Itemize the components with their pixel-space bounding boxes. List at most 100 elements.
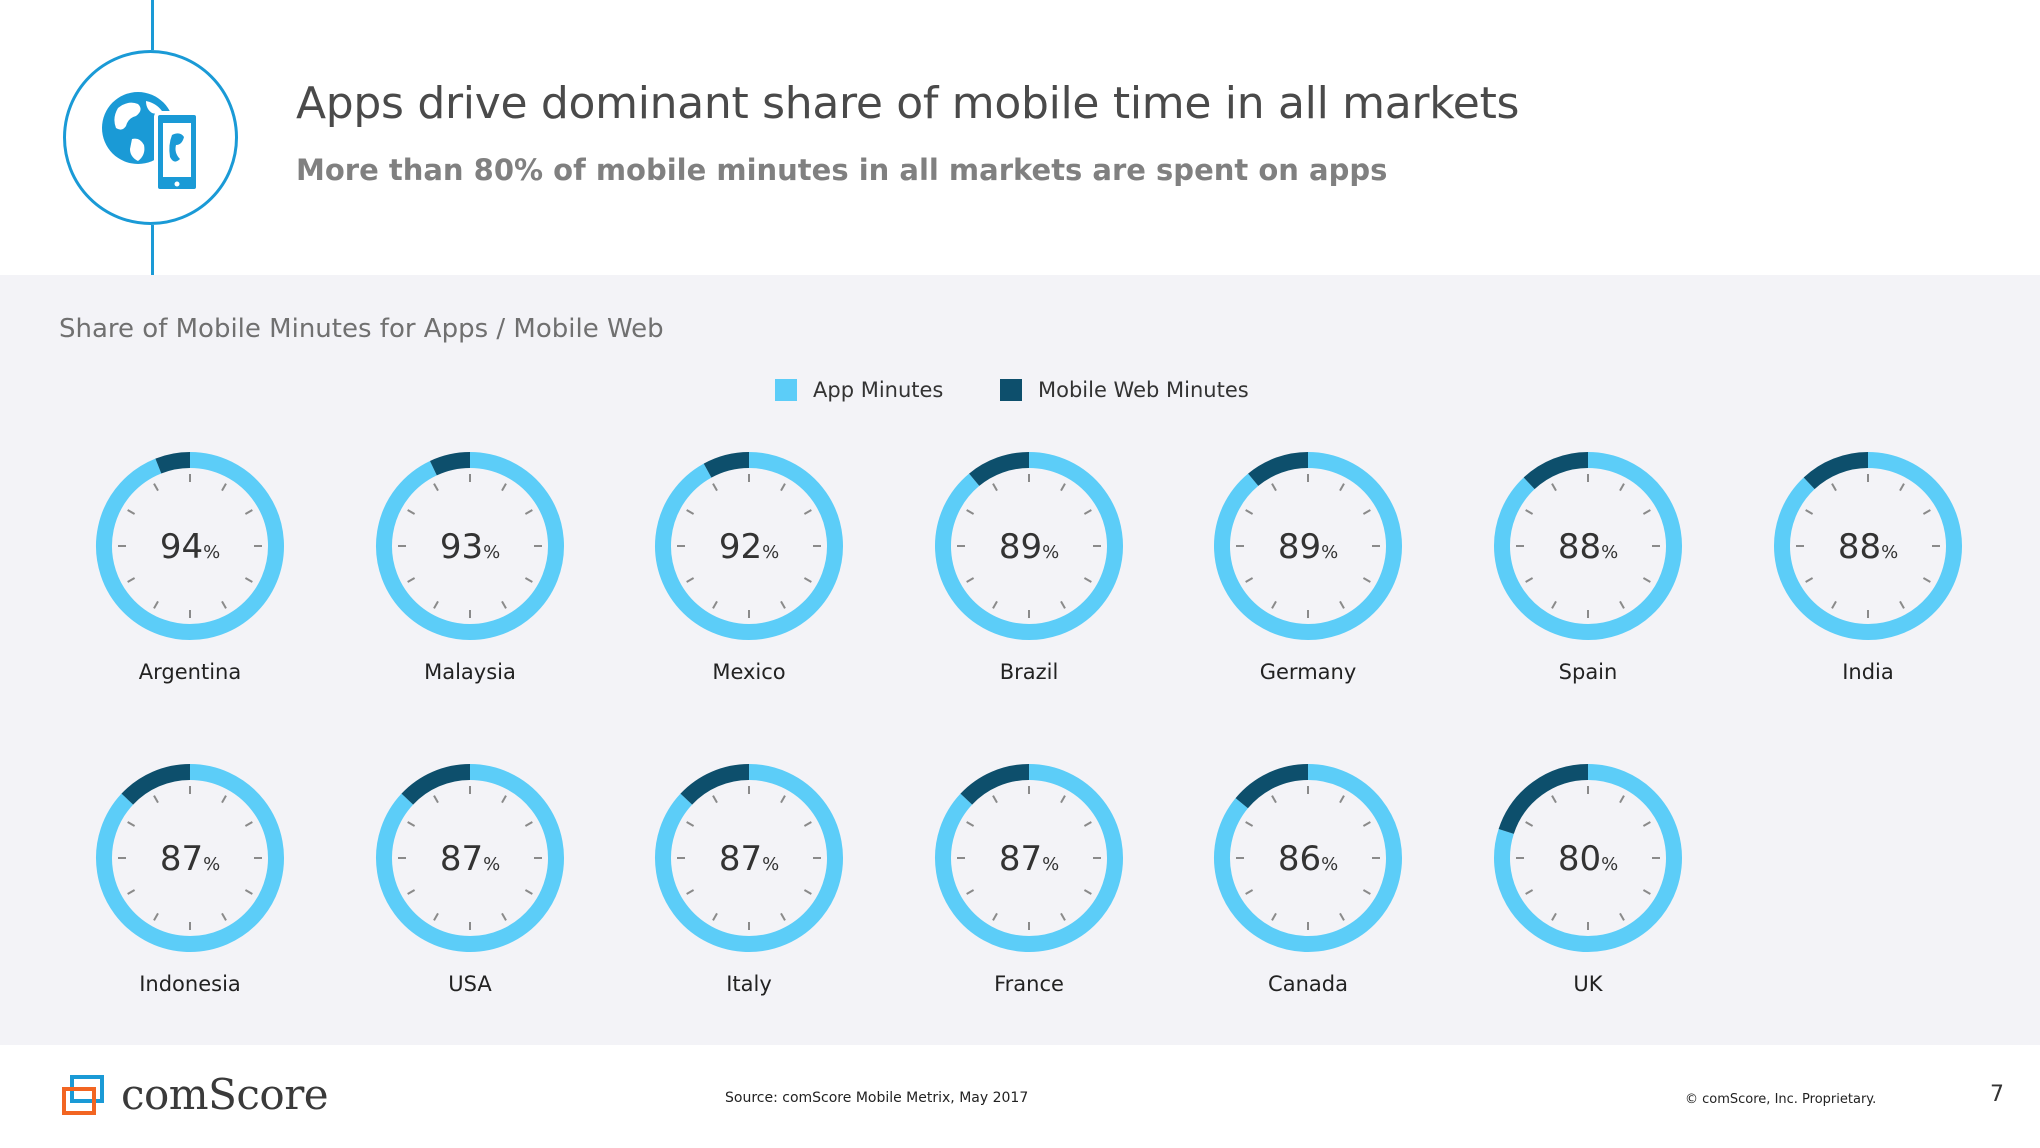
donut-tick-france-1 — [1060, 795, 1066, 804]
donut-tick-spain-7 — [1551, 600, 1557, 609]
donut-web-arc-india — [1803, 452, 1869, 490]
donut-web-arc-spain — [1523, 452, 1589, 490]
donut-app-arc-canada — [1214, 764, 1402, 952]
donut-app-arc-brazil — [935, 452, 1123, 640]
donut-web-arc-italy — [680, 764, 750, 805]
donut-web-arc-mexico — [703, 452, 750, 478]
donut-tick-malaysia-4 — [524, 577, 533, 583]
donut-tick-mexico-8 — [686, 577, 695, 583]
donut-tick-usa-5 — [501, 912, 507, 921]
page-subtitle: More than 80% of mobile minutes in all m… — [296, 153, 1388, 187]
donut-tick-uk-4 — [1642, 889, 1651, 895]
donut-label-mexico: Mexico — [712, 660, 785, 684]
donut-tick-brazil-4 — [1083, 577, 1092, 583]
donut-tick-indonesia-2 — [244, 821, 253, 827]
donut-tick-germany-2 — [1362, 509, 1371, 515]
donut-value-india: 88% — [1838, 527, 1898, 567]
donut-tick-italy-2 — [803, 821, 812, 827]
legend-swatch-web — [1000, 379, 1022, 401]
header-accent-line-top — [151, 0, 154, 50]
donut-value-spain: 88% — [1558, 527, 1618, 567]
donut-tick-mexico-5 — [780, 600, 786, 609]
donut-tick-germany-4 — [1362, 577, 1371, 583]
donut-tick-germany-10 — [1245, 509, 1254, 515]
donut-tick-spain-2 — [1642, 509, 1651, 515]
donut-tick-canada-4 — [1362, 889, 1371, 895]
donut-tick-argentina-2 — [244, 509, 253, 515]
donut-web-arc-uk — [1498, 764, 1589, 835]
donut-tick-mexico-11 — [712, 483, 718, 492]
donut-tick-canada-8 — [1245, 889, 1254, 895]
donut-value-uk: 80% — [1558, 839, 1618, 879]
donut-tick-argentina-5 — [221, 600, 227, 609]
donut-tick-spain-5 — [1619, 600, 1625, 609]
donut-tick-usa-8 — [407, 889, 416, 895]
donut-value-canada: 86% — [1278, 839, 1338, 879]
donut-tick-france-11 — [992, 795, 998, 804]
donut-tick-germany-7 — [1271, 600, 1277, 609]
donut-tick-mexico-10 — [686, 509, 695, 515]
donut-tick-germany-8 — [1245, 577, 1254, 583]
donut-label-uk: UK — [1573, 972, 1603, 996]
donut-tick-malaysia-10 — [407, 509, 416, 515]
donut-label-germany: Germany — [1260, 660, 1357, 684]
donut-tick-malaysia-8 — [407, 577, 416, 583]
donut-label-indonesia: Indonesia — [139, 972, 241, 996]
donut-label-malaysia: Malaysia — [424, 660, 516, 684]
donut-tick-mexico-4 — [803, 577, 812, 583]
donut-tick-indonesia-7 — [153, 912, 159, 921]
donut-tick-spain-8 — [1525, 577, 1534, 583]
donut-tick-india-5 — [1899, 600, 1905, 609]
donut-tick-uk-2 — [1642, 821, 1651, 827]
donut-tick-argentina-1 — [221, 483, 227, 492]
copyright-note: © comScore, Inc. Proprietary. — [1685, 1092, 1877, 1107]
donut-tick-uk-10 — [1525, 821, 1534, 827]
source-note: Source: comScore Mobile Metrix, May 2017 — [725, 1090, 1029, 1106]
donut-tick-indonesia-8 — [127, 889, 136, 895]
donut-tick-canada-11 — [1271, 795, 1277, 804]
donut-tick-argentina-4 — [244, 577, 253, 583]
donut-tick-mexico-1 — [780, 483, 786, 492]
donut-app-arc-indonesia — [96, 764, 284, 952]
donut-tick-uk-11 — [1551, 795, 1557, 804]
page-title: Apps drive dominant share of mobile time… — [296, 78, 1520, 129]
donut-tick-italy-8 — [686, 889, 695, 895]
donut-tick-brazil-5 — [1060, 600, 1066, 609]
donut-tick-brazil-2 — [1083, 509, 1092, 515]
donut-value-germany: 89% — [1278, 527, 1338, 567]
donut-tick-canada-1 — [1339, 795, 1345, 804]
donut-tick-argentina-8 — [127, 577, 136, 583]
donut-web-arc-usa — [401, 764, 471, 805]
donut-tick-argentina-7 — [153, 600, 159, 609]
donut-tick-brazil-10 — [966, 509, 975, 515]
donut-label-india: India — [1842, 660, 1894, 684]
donut-tick-canada-2 — [1362, 821, 1371, 827]
chart-title: Share of Mobile Minutes for Apps / Mobil… — [59, 314, 664, 344]
donut-tick-brazil-7 — [992, 600, 998, 609]
donut-value-usa: 87% — [440, 839, 500, 879]
donut-tick-mexico-7 — [712, 600, 718, 609]
donut-tick-italy-4 — [803, 889, 812, 895]
donut-tick-italy-1 — [780, 795, 786, 804]
donut-tick-malaysia-2 — [524, 509, 533, 515]
donut-label-canada: Canada — [1268, 972, 1348, 996]
legend-label-app: App Minutes — [813, 378, 944, 402]
donut-tick-italy-7 — [712, 912, 718, 921]
comscore-logo-icon — [62, 1075, 104, 1115]
donut-tick-malaysia-7 — [433, 600, 439, 609]
header-accent-line-bottom — [151, 225, 154, 275]
donut-tick-uk-8 — [1525, 889, 1534, 895]
donut-value-mexico: 92% — [719, 527, 779, 567]
donut-tick-france-2 — [1083, 821, 1092, 827]
donut-tick-mexico-2 — [803, 509, 812, 515]
donut-app-arc-spain — [1494, 452, 1682, 640]
page-number: 7 — [1990, 1082, 2004, 1107]
donut-tick-italy-10 — [686, 821, 695, 827]
donut-tick-germany-5 — [1339, 600, 1345, 609]
donut-tick-malaysia-11 — [433, 483, 439, 492]
donut-label-usa: USA — [448, 972, 492, 996]
donut-tick-spain-11 — [1551, 483, 1557, 492]
donut-tick-brazil-11 — [992, 483, 998, 492]
donut-tick-india-10 — [1805, 509, 1814, 515]
donut-tick-argentina-11 — [153, 483, 159, 492]
